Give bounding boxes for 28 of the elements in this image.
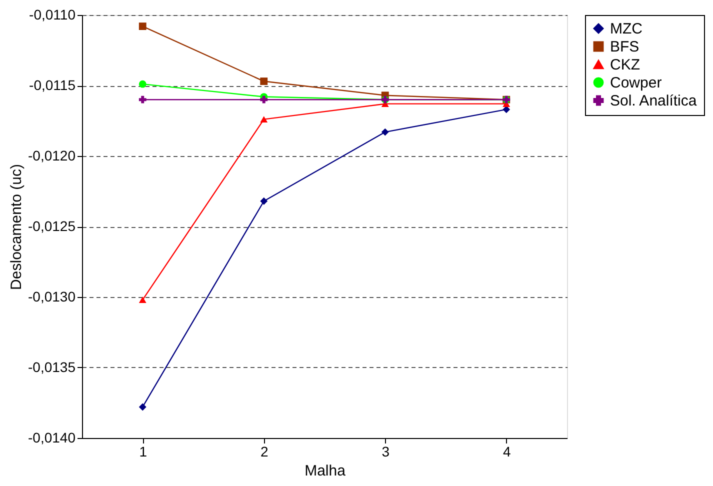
point <box>260 197 268 205</box>
point <box>381 128 389 136</box>
y-tick-label: -0,0140 <box>28 430 76 446</box>
point <box>260 96 268 104</box>
point <box>138 403 146 411</box>
y-tick-label: -0,0125 <box>28 218 76 234</box>
point <box>138 22 146 30</box>
legend-label: CKZ <box>610 56 640 74</box>
point <box>260 116 268 123</box>
legend-label: Sol. Analítica <box>610 92 698 110</box>
legend-label: MZC <box>610 20 643 38</box>
x-axis-title: Malha <box>304 462 346 480</box>
y-tick-label: -0,0130 <box>28 288 76 304</box>
legend-label: BFS <box>610 38 640 56</box>
legend-label: Cowper <box>610 74 662 92</box>
point <box>138 296 146 304</box>
x-tick-label: 4 <box>502 444 511 460</box>
point <box>260 78 268 85</box>
x-tick-label: 2 <box>260 444 268 460</box>
y-axis-title: Deslocamento (uc) <box>8 164 26 290</box>
x-tick-label: 1 <box>139 444 148 460</box>
point <box>138 96 146 104</box>
x-tick-label: 3 <box>382 444 390 460</box>
y-tick-label: -0,0115 <box>29 77 76 93</box>
y-tick-label: -0,0120 <box>28 148 76 164</box>
y-tick-label: -0,0110 <box>29 6 76 22</box>
point <box>138 80 146 88</box>
y-tick-label: -0,0135 <box>28 359 76 375</box>
